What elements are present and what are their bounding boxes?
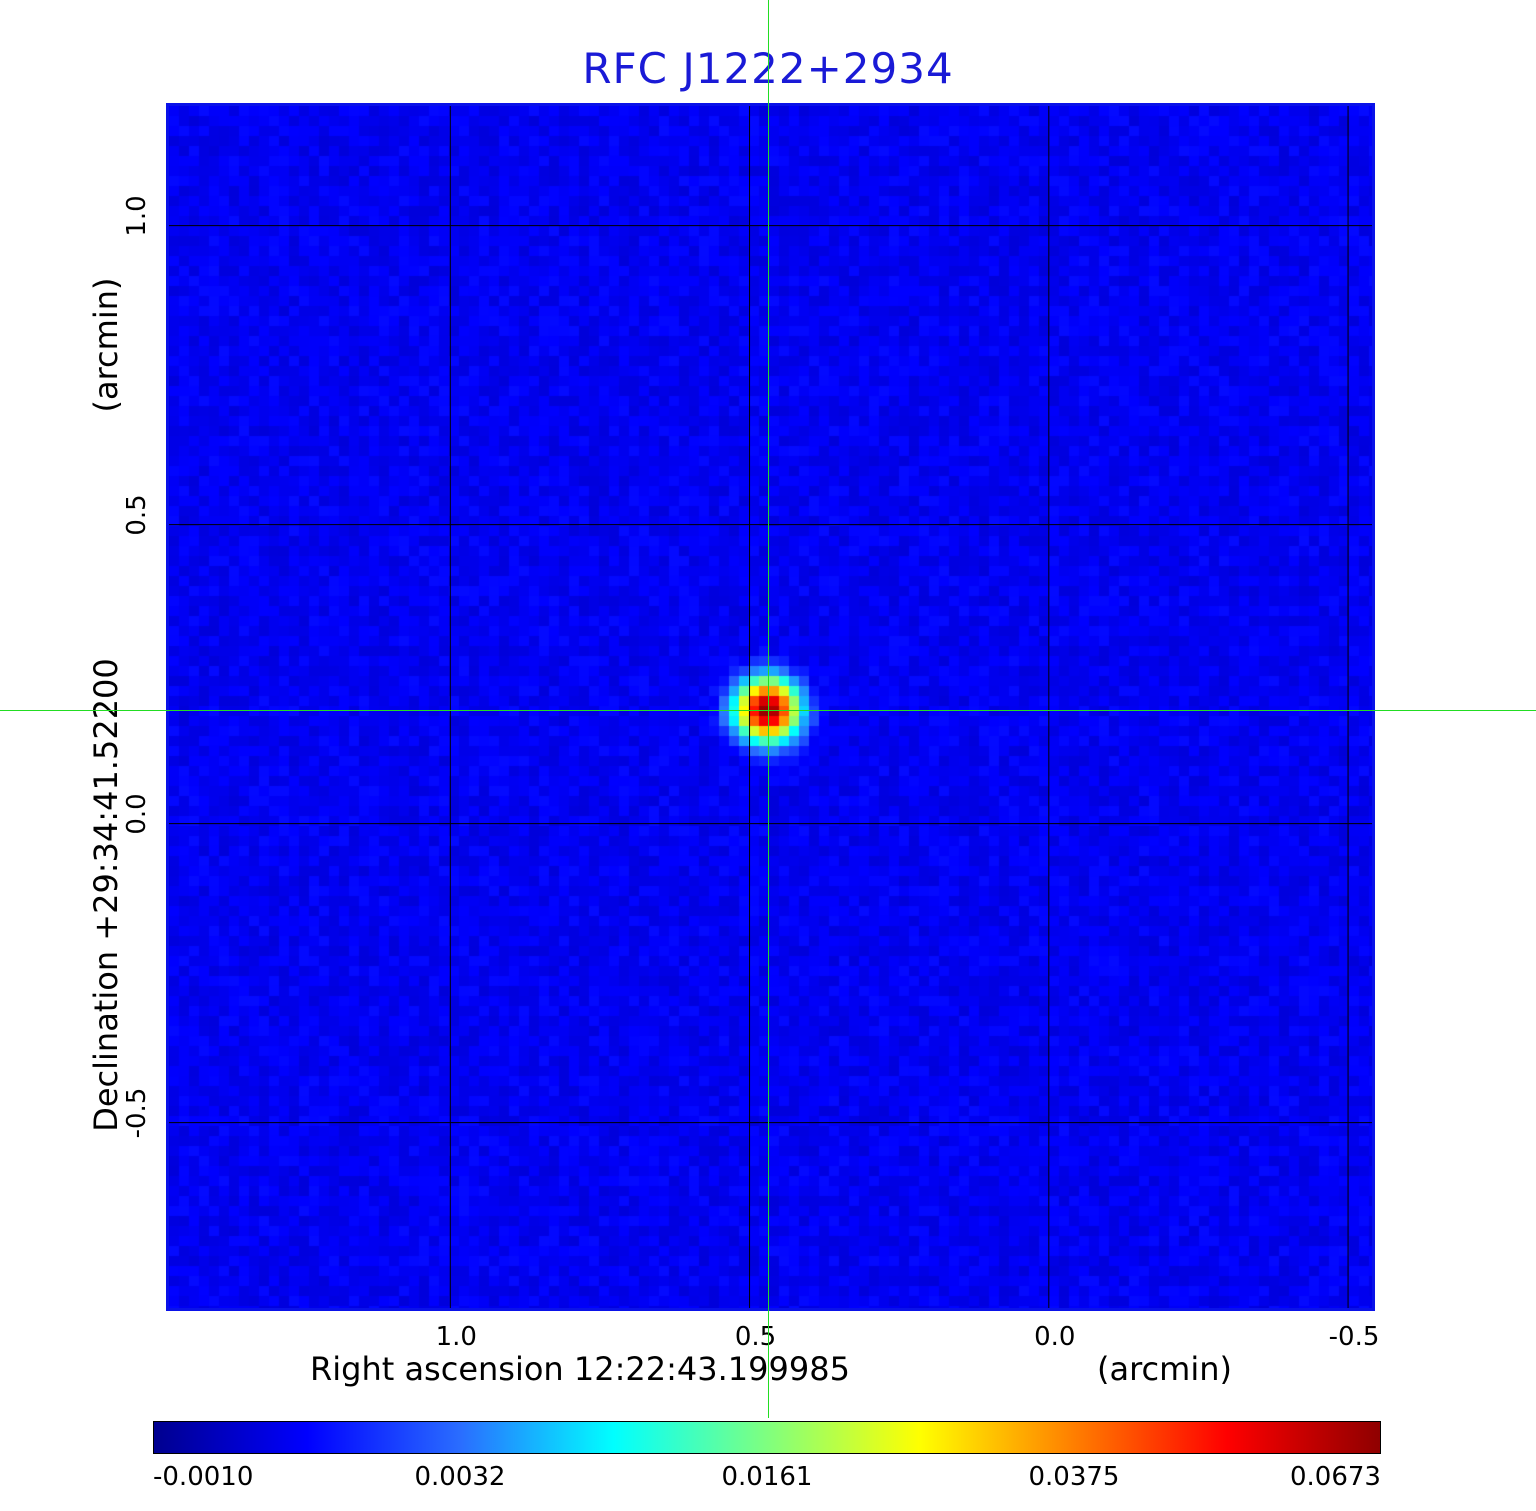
coordinate-grid: [169, 106, 1372, 1308]
y-tick-label: -0.5: [122, 1087, 152, 1138]
y-tick-label: 0.0: [122, 792, 152, 835]
y-axis-label: Declination +29:34:41.52200: [87, 658, 125, 1132]
image-plot-area[interactable]: [166, 103, 1375, 1311]
colorbar-tick-label: 0.0375: [1028, 1462, 1120, 1492]
crosshair-horizontal: [0, 710, 1536, 711]
x-axis-label: Right ascension 12:22:43.199985: [310, 1350, 850, 1388]
crosshair-vertical: [768, 0, 769, 1418]
y-tick-label: 1.0: [122, 194, 152, 237]
colorbar-tick-label: -0.0010: [153, 1462, 254, 1492]
colorbar: [153, 1421, 1381, 1454]
y-tick-label: 0.5: [122, 493, 152, 536]
x-tick-label: 0.0: [1034, 1322, 1076, 1352]
x-tick-label: -0.5: [1328, 1322, 1380, 1352]
radio-intensity-map: [169, 106, 1372, 1308]
x-axis-unit: (arcmin): [1097, 1350, 1232, 1388]
y-axis-unit: (arcmin): [87, 277, 125, 413]
chart-title: RFC J1222+2934: [582, 44, 954, 93]
colorbar-tick-label: 0.0673: [1290, 1462, 1381, 1492]
x-tick-label: 0.5: [734, 1322, 777, 1352]
colorbar-tick-label: 0.0032: [414, 1462, 506, 1492]
x-tick-label: 1.0: [435, 1322, 477, 1352]
colorbar-tick-label: 0.0161: [721, 1462, 813, 1492]
